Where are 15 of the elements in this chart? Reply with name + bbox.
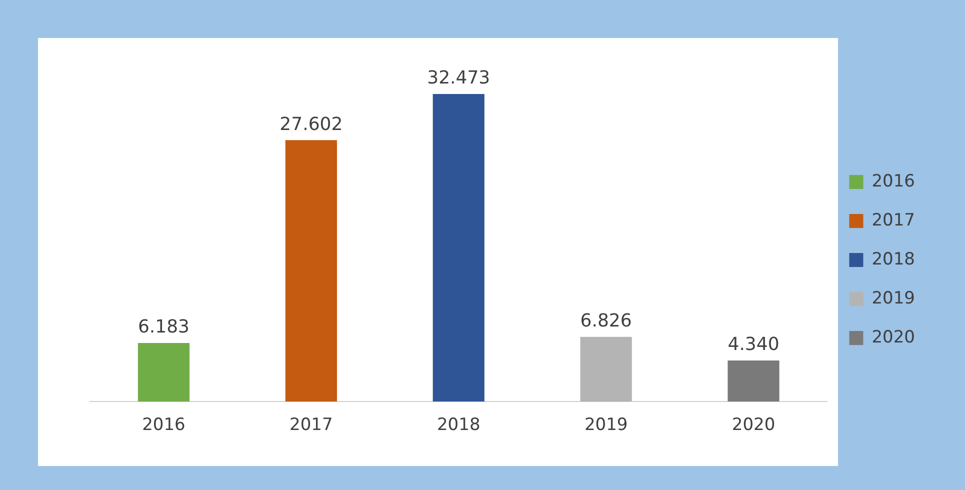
x-tick-label: 2019 [584,415,628,436]
data-label: 6.826 [580,310,632,332]
data-label: 32.473 [427,68,490,89]
legend-label: 2020 [872,327,915,348]
legend-label: 2019 [872,288,915,308]
legend-label: 2017 [872,210,915,230]
legend-label: 2018 [872,249,915,270]
data-label: 6.183 [138,316,190,338]
legend-label: 2016 [872,171,915,192]
data-label: 27.602 [280,114,343,135]
x-tick-label: 2018 [436,415,480,436]
x-tick-label: 2020 [732,415,776,436]
data-label: 4.340 [728,334,780,356]
x-tick-label: 2016 [142,415,186,436]
x-tick-label: 2017 [290,415,333,436]
